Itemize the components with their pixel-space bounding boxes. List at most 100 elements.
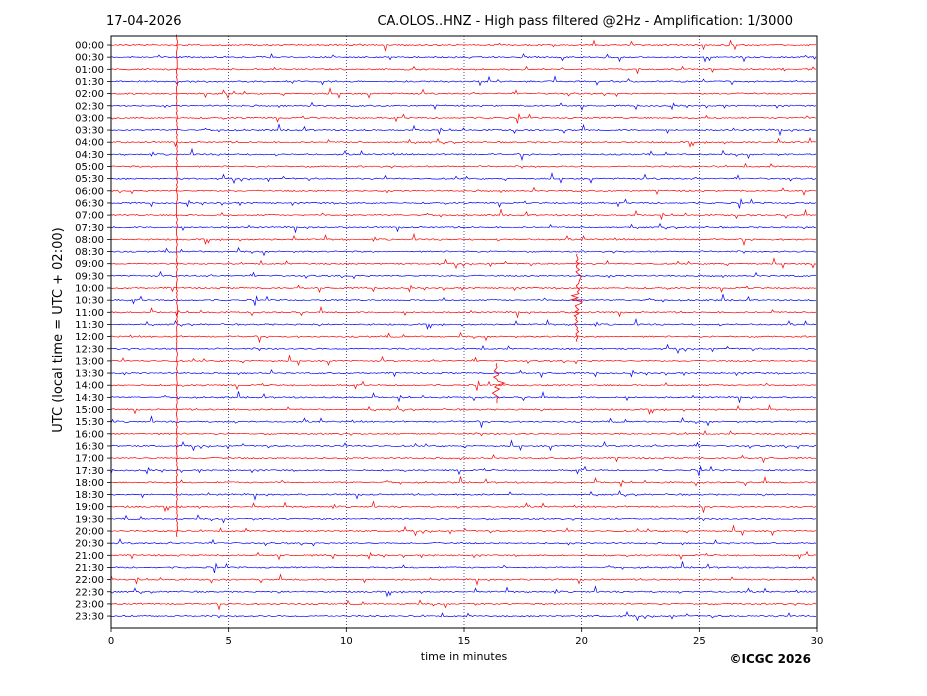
trace-row-2300 [110,599,817,611]
y-tick-label: 18:00 [75,478,104,489]
y-tick-label: 09:30 [75,271,104,282]
event-marker-2 [491,362,506,404]
y-tick-label: 12:00 [75,332,104,343]
y-tick-label: 00:30 [75,53,104,64]
y-tick-label: 04:00 [75,138,104,149]
trace-row-0730 [110,222,817,234]
trace-row-2030 [110,538,817,547]
y-tick-label: 16:30 [75,441,104,452]
y-tick-label: 01:00 [75,65,104,76]
y-tick-label: 13:00 [75,356,104,367]
trace-row-1130 [110,317,817,331]
x-tick-label: 15 [458,636,471,647]
x-tick-label: 10 [340,636,353,647]
trace-row-0430 [110,147,817,162]
y-tick-label: 21:00 [75,551,104,562]
x-tick-label: 0 [108,636,114,647]
y-tick-label: 09:00 [75,259,104,270]
trace-row-0900 [110,257,817,270]
trace-row-1630 [110,439,817,452]
trace-row-1700 [110,454,817,464]
chart-title: CA.OLOS..HNZ - High pass filtered @2Hz -… [377,14,793,29]
trace-row-0300 [110,112,817,124]
y-tick-label: 15:30 [75,417,104,428]
y-tick-label: 19:00 [75,502,104,513]
trace-row-1600 [110,430,817,437]
y-tick-label: 08:00 [75,235,104,246]
y-tick-label: 14:00 [75,381,104,392]
trace-row-0600 [110,186,817,196]
y-tick-label: 20:00 [75,527,104,538]
trace-row-2100 [110,550,817,561]
trace-row-0400 [110,136,817,148]
trace-row-1800 [110,476,817,488]
y-tick-label: 10:30 [75,296,104,307]
x-tick-label: 20 [575,636,588,647]
y-tick-label: 08:30 [75,247,104,258]
y-tick-label: 01:30 [75,77,104,88]
trace-row-0930 [110,270,817,280]
y-tick-label: 06:00 [75,186,104,197]
y-tick-label: 02:30 [75,101,104,112]
trace-row-0630 [110,197,817,209]
event-marker-1 [570,253,584,342]
y-tick-label: 12:30 [75,344,104,355]
y-tick-label: 05:30 [75,174,104,185]
x-axis-label: time in minutes [421,650,508,663]
y-tick-label: 23:30 [75,612,104,623]
trace-row-0530 [110,171,817,184]
y-tick-label: 18:30 [75,490,104,501]
y-tick-label: 02:00 [75,89,104,100]
trace-row-1930 [110,514,817,524]
y-tick-label: 00:00 [75,41,104,52]
y-tick-label: 17:30 [75,466,104,477]
trace-row-0230 [110,101,817,111]
y-tick-label: 23:00 [75,599,104,610]
plot-frame [110,35,818,629]
trace-row-0130 [110,75,817,87]
trace-row-0330 [110,123,817,137]
trace-row-0100 [110,65,817,75]
y-tick-label: 03:00 [75,113,104,124]
trace-row-1830 [110,490,817,501]
trace-row-1530 [110,415,817,429]
y-tick-label: 19:30 [75,514,104,525]
trace-row-2000 [110,524,817,537]
trace-row-0030 [110,53,817,63]
copyright-label: ©ICGC 2026 [729,652,811,666]
trace-row-0830 [110,246,816,257]
trace-row-1730 [110,465,817,476]
trace-row-0500 [110,162,817,169]
y-tick-label: 03:30 [75,126,104,137]
trace-row-2330 [110,611,817,622]
trace-row-2230 [110,585,817,598]
y-tick-label: 22:30 [75,587,104,598]
y-tick-label: 13:30 [75,369,104,380]
trace-row-1030 [110,294,817,306]
trace-row-1430 [110,391,817,404]
date-label: 17-04-2026 [106,14,182,29]
trace-row-1100 [110,305,817,319]
x-tick-label: 5 [225,636,231,647]
seismic-traces [110,39,817,622]
y-tick-label: 05:00 [75,162,104,173]
trace-row-1330 [110,369,817,379]
y-tick-label: 16:00 [75,429,104,440]
trace-row-1300 [110,354,817,367]
y-tick-label: 07:00 [75,211,104,222]
y-tick-label: 22:00 [75,575,104,586]
trace-row-2130 [110,561,817,574]
y-tick-label: 11:30 [75,320,104,331]
event-marker-0 [175,34,178,538]
y-tick-label: 07:30 [75,223,104,234]
y-tick-label: 14:30 [75,393,104,404]
y-tick-label: 17:00 [75,454,104,465]
trace-row-0200 [110,87,817,100]
event-markers [175,34,584,538]
trace-row-1200 [110,332,817,344]
x-tick-label: 30 [811,636,824,647]
y-axis-label: UTC (local time = UTC + 02:00) [51,227,66,432]
trace-row-2200 [110,573,817,586]
